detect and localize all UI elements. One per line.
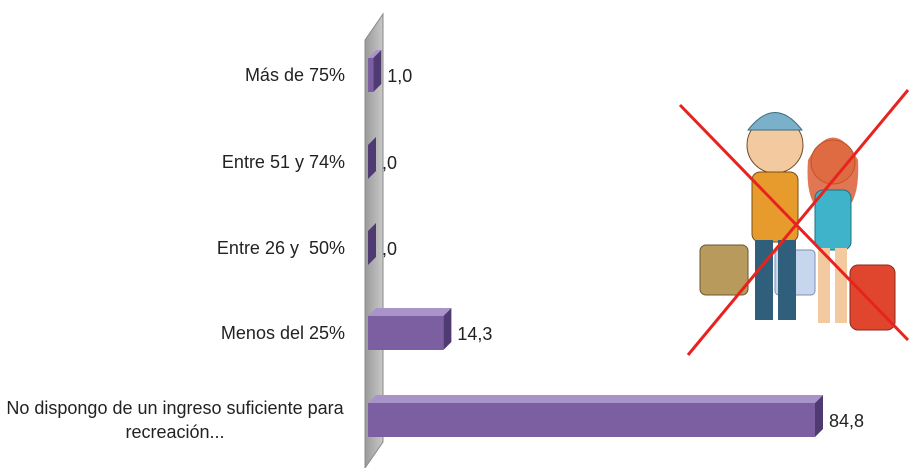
- category-label: Menos del 25%: [0, 321, 345, 345]
- value-label: ,0: [382, 239, 397, 259]
- bar-top: [368, 308, 451, 316]
- category-label: Entre 51 y 74%: [0, 150, 345, 174]
- bar-top: [368, 395, 823, 403]
- bar: [368, 316, 443, 350]
- bar: [368, 403, 815, 437]
- value-label: 14,3: [457, 324, 492, 344]
- category-label: Entre 26 y 50%: [0, 236, 345, 260]
- bar: [368, 58, 373, 92]
- category-label: Más de 75%: [0, 63, 345, 87]
- chart: 1,0 ,0 ,0 14,3 84,8 Más de 75% Entre 51 y 74%…: [0, 0, 913, 468]
- category-label: No dispongo de un ingreso suficiente par…: [0, 396, 350, 444]
- value-label: 84,8: [829, 411, 864, 431]
- travelers-illustration: [680, 90, 908, 355]
- value-label: ,0: [382, 153, 397, 173]
- value-label: 1,0: [387, 66, 412, 86]
